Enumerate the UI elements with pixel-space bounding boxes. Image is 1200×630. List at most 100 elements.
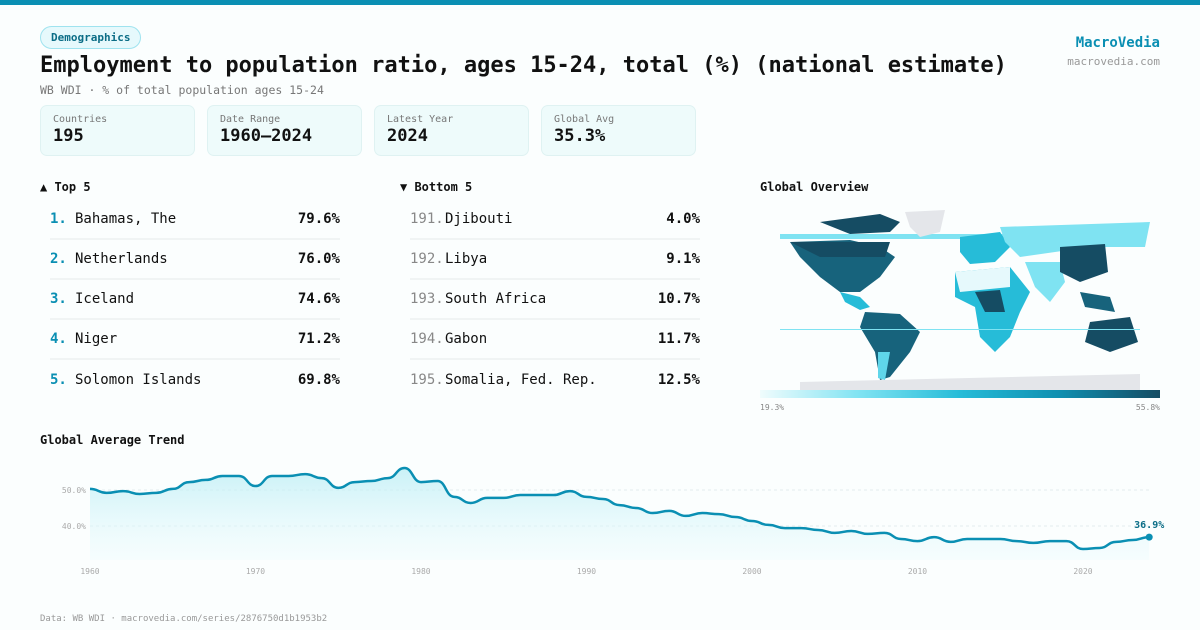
country-value: 12.5% — [657, 372, 700, 388]
page-subtitle: WB WDI · % of total population ages 15-2… — [40, 83, 324, 97]
ranking-row[interactable]: 5. Solomon Islands 69.8% — [50, 360, 340, 400]
x-tick-label: 1990 — [577, 567, 596, 576]
map-region-antarctica — [800, 374, 1140, 392]
x-tick-label: 1960 — [80, 567, 99, 576]
rank-number: 191. — [410, 211, 444, 227]
country-value: 76.0% — [297, 251, 340, 267]
world-map[interactable] — [760, 202, 1160, 392]
country-name: South Africa — [445, 291, 547, 307]
stat-label: Latest Year — [387, 114, 454, 125]
stat-label: Date Range — [220, 114, 281, 125]
stat-value: 195 — [53, 126, 84, 146]
bottom5-list: ▼ Bottom 5 191. Djibouti 4.0% 192. Libya 9.1%… — [400, 180, 700, 400]
ranking-row[interactable]: 195. Somalia, Fed. Rep. 12.5% — [410, 360, 700, 400]
x-tick-label: 1980 — [411, 567, 430, 576]
stat-label: Countries — [53, 114, 108, 125]
ranking-row[interactable]: 4. Niger 71.2% — [50, 320, 340, 360]
trend-chart: 40.0% 50.0% 1960 1970 1980 1990 2000 2010 2020 36… — [62, 466, 1164, 576]
last-point-marker — [1145, 533, 1153, 541]
country-value: 10.7% — [657, 291, 700, 307]
rank-number: 195. — [410, 372, 444, 388]
brand-name: MacroVedia — [1075, 35, 1160, 51]
map-title: Global Overview — [760, 180, 869, 194]
map-region-sahel — [975, 290, 1005, 312]
stat-latest-year: Latest Year 2024 — [374, 105, 529, 156]
country-value: 79.6% — [297, 211, 340, 227]
stat-date-range: Date Range 1960–2024 — [207, 105, 362, 156]
x-tick-label: 2000 — [742, 567, 761, 576]
stat-countries: Countries 195 — [40, 105, 195, 156]
map-band — [780, 329, 1140, 330]
stat-label: Global Avg — [554, 114, 615, 125]
map-region-australia — [1085, 317, 1138, 352]
map-region-canada — [790, 242, 890, 257]
rank-number: 1. — [50, 211, 67, 227]
page-title: Employment to population ratio, ages 15-… — [40, 53, 1007, 78]
map-region-central-america — [840, 292, 870, 310]
stat-global-avg: Global Avg 35.3% — [541, 105, 696, 156]
country-name: Iceland — [75, 291, 135, 307]
category-tag[interactable]: Demographics — [40, 26, 142, 49]
map-region-southeast-asia — [1080, 292, 1115, 312]
country-name: Gabon — [445, 331, 488, 347]
brand: MacroVedia macrovedia.com — [1067, 35, 1160, 68]
top5-heading: ▲ Top 5 — [40, 180, 91, 194]
global-overview-map: Global Overview — [760, 180, 1160, 396]
ranking-row[interactable]: 3. Iceland 74.6% — [50, 280, 340, 320]
country-name: Netherlands — [75, 251, 168, 267]
rank-number: 2. — [50, 251, 67, 267]
stat-value: 35.3% — [554, 126, 606, 146]
country-name: Solomon Islands — [75, 372, 202, 388]
ranking-row[interactable]: 191. Djibouti 4.0% — [410, 200, 700, 240]
country-name: Djibouti — [445, 211, 513, 227]
top-accent-bar — [0, 0, 1200, 5]
top5-list: ▲ Top 5 1. Bahamas, The 79.6% 2. Netherlands… — [40, 180, 340, 400]
map-region-south-asia — [1025, 262, 1065, 302]
country-value: 74.6% — [297, 291, 340, 307]
country-value: 71.2% — [297, 331, 340, 347]
map-legend-gradient — [760, 390, 1160, 398]
map-region-greenland — [905, 210, 945, 237]
country-value: 69.8% — [297, 372, 340, 388]
bottom5-heading: ▼ Bottom 5 — [400, 180, 473, 194]
x-tick-label: 2020 — [1073, 567, 1092, 576]
y-tick-label: 40.0% — [62, 522, 86, 531]
trend-title: Global Average Trend — [40, 433, 185, 447]
ranking-row[interactable]: 194. Gabon 11.7% — [410, 320, 700, 360]
rank-number: 3. — [50, 291, 67, 307]
brand-url[interactable]: macrovedia.com — [1067, 55, 1160, 68]
country-name: Bahamas, The — [75, 211, 177, 227]
map-band — [780, 234, 1140, 239]
map-region-europe — [960, 232, 1010, 264]
country-name: Somalia, Fed. Rep. — [445, 372, 597, 388]
stats-row: Countries 195 Date Range 1960–2024 Latest … — [40, 105, 696, 156]
country-name: Niger — [75, 331, 118, 347]
footer-source: Data: WB WDI · macrovedia.com/series/287… — [40, 614, 328, 624]
stat-value: 1960–2024 — [220, 126, 313, 146]
country-value: 4.0% — [666, 211, 700, 227]
map-region-china — [1060, 244, 1108, 282]
stat-value: 2024 — [387, 126, 428, 146]
ranking-row[interactable]: 193. South Africa 10.7% — [410, 280, 700, 320]
map-region-argentina — [878, 352, 890, 380]
legend-min: 19.3% — [760, 403, 785, 412]
y-tick-label: 50.0% — [62, 486, 86, 495]
ranking-row[interactable]: 2. Netherlands 76.0% — [50, 240, 340, 280]
map-region-south-america — [860, 312, 920, 380]
rank-number: 5. — [50, 372, 67, 388]
rank-number: 194. — [410, 331, 444, 347]
x-tick-label: 1970 — [246, 567, 265, 576]
ranking-row[interactable]: 1. Bahamas, The 79.6% — [50, 200, 340, 240]
legend-max: 55.8% — [1135, 403, 1160, 412]
rank-number: 192. — [410, 251, 444, 267]
ranking-row[interactable]: 192. Libya 9.1% — [410, 240, 700, 280]
country-name: Libya — [445, 251, 488, 267]
trend-area — [90, 468, 1150, 560]
last-value-label: 36.9% — [1134, 520, 1164, 531]
map-region-north-africa — [955, 267, 1010, 292]
rank-number: 4. — [50, 331, 67, 347]
trend-line — [89, 466, 1150, 551]
rank-number: 193. — [410, 291, 444, 307]
x-tick-label: 2010 — [908, 567, 927, 576]
map-region-arctic-canada — [820, 214, 900, 234]
